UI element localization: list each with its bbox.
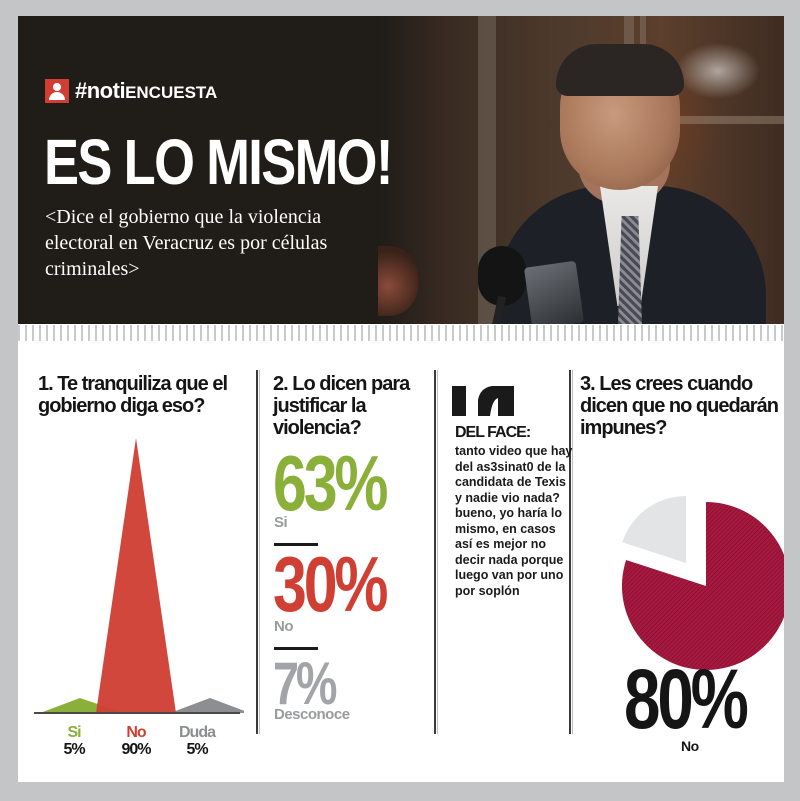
header-banner: #notiENCUESTA ES LO MISMO! <Dice el gobi… bbox=[18, 16, 784, 324]
user-icon bbox=[45, 79, 69, 103]
triangle-no bbox=[96, 438, 176, 713]
separator bbox=[274, 647, 318, 650]
header-photo bbox=[378, 16, 784, 324]
comment-heading: DEL FACE: bbox=[455, 424, 531, 441]
pie-slice-other bbox=[622, 496, 686, 563]
pie-label: No bbox=[681, 738, 699, 754]
triangle-chart bbox=[34, 438, 244, 714]
column-divider bbox=[256, 370, 260, 734]
brand-suffix: ENCUESTA bbox=[125, 83, 218, 102]
label-duda: Duda 5% bbox=[179, 724, 216, 758]
result-no-value: 30% bbox=[273, 540, 389, 628]
comment-text: tanto video que hay del as3sinat0 de la … bbox=[455, 444, 573, 598]
result-no-label: No bbox=[274, 618, 294, 635]
column-divider bbox=[434, 370, 438, 734]
label-no: No 90% bbox=[121, 724, 151, 758]
question-1-title: 1. Te tranquiliza que el gobierno diga e… bbox=[38, 373, 228, 417]
result-si-label: Si bbox=[274, 514, 288, 531]
pie-value: 80% bbox=[624, 652, 749, 746]
column-divider bbox=[569, 370, 573, 734]
quote-icon bbox=[452, 386, 514, 416]
separator bbox=[274, 543, 318, 546]
brand-logo: #notiENCUESTA bbox=[45, 78, 217, 104]
triangle-duda bbox=[170, 698, 244, 713]
result-si-value: 63% bbox=[273, 439, 389, 527]
pie-slice-no bbox=[622, 502, 784, 670]
stripe-divider bbox=[18, 325, 784, 341]
infographic-panel: #notiENCUESTA ES LO MISMO! <Dice el gobi… bbox=[18, 16, 784, 782]
question-3-title: 3. Les crees cuando dicen que no quedará… bbox=[580, 373, 779, 439]
question-2-title: 2. Lo dicen para justificar la violencia… bbox=[273, 373, 410, 439]
subtitle: <Dice el gobierno que la violencia elect… bbox=[45, 206, 328, 280]
pie-chart bbox=[622, 496, 784, 670]
result-desconoce-value: 7% bbox=[273, 650, 338, 717]
label-si: Si 5% bbox=[63, 724, 85, 758]
brand-hashtag: #noti bbox=[75, 78, 126, 103]
headline: ES LO MISMO! bbox=[44, 126, 393, 198]
result-desconoce-label: Desconoce bbox=[274, 706, 350, 723]
